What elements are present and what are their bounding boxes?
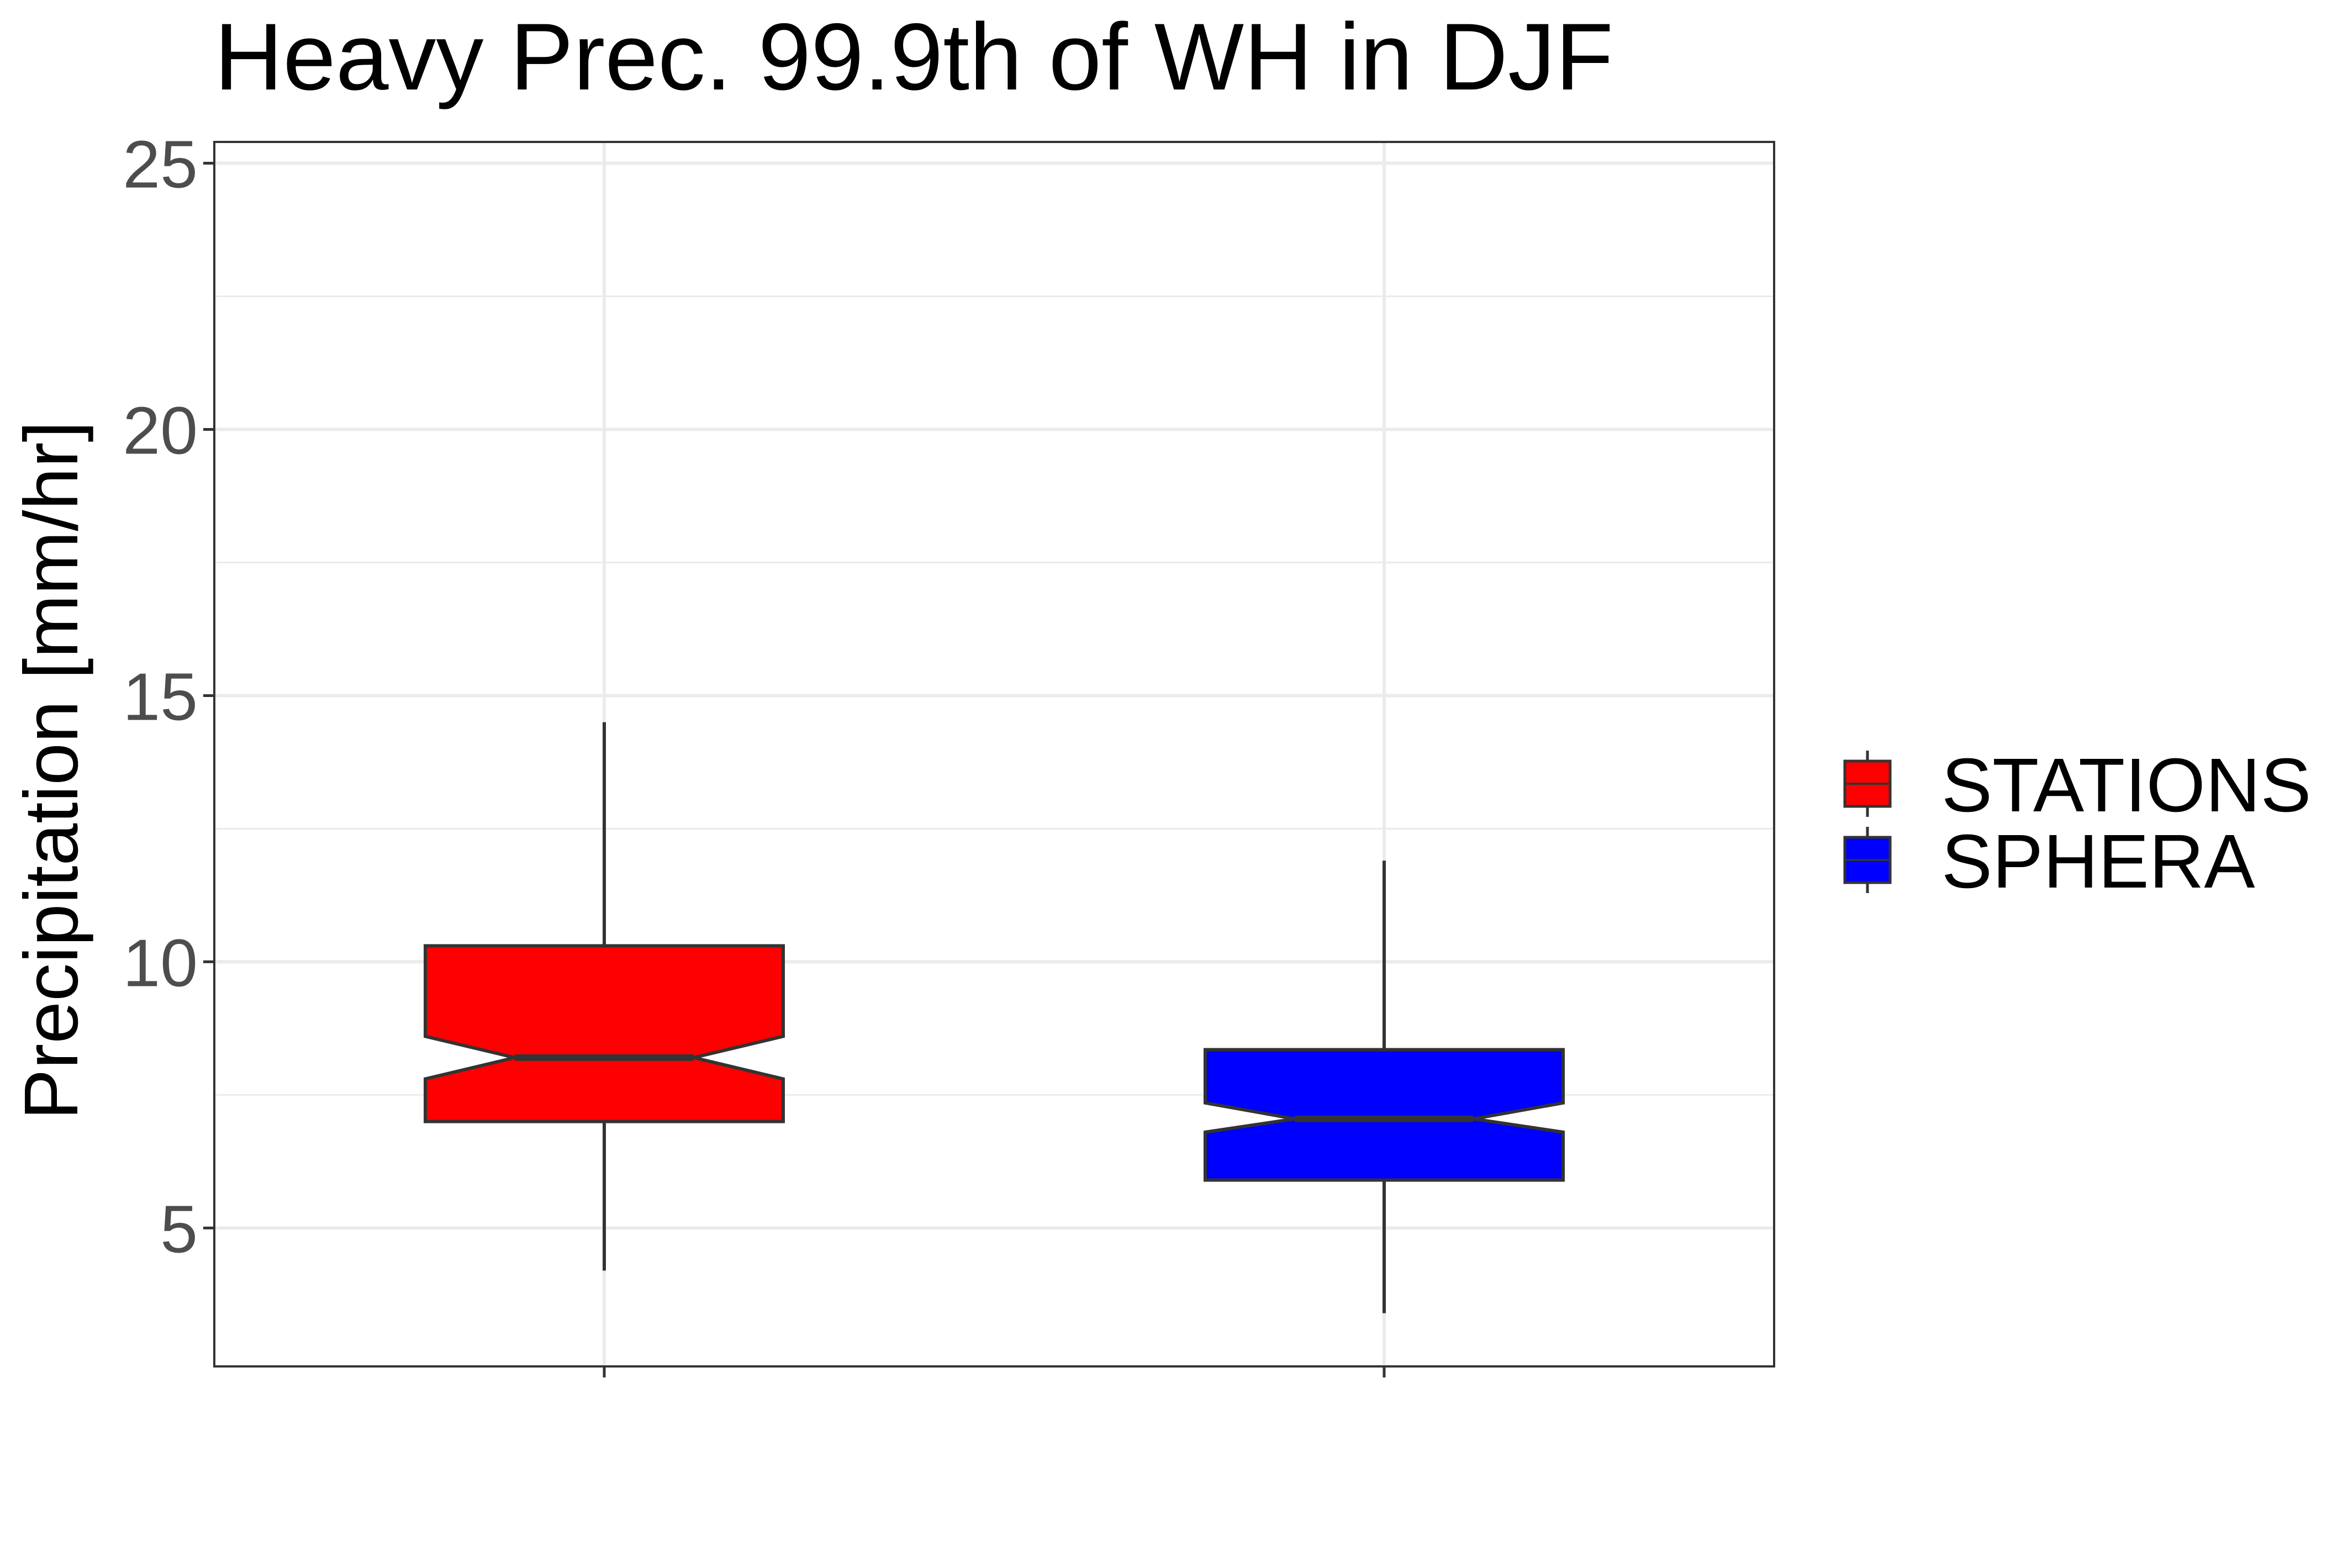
y-tick-label: 20 xyxy=(123,393,198,468)
y-tick-label: 5 xyxy=(160,1191,198,1266)
box-stations xyxy=(424,722,785,1271)
plot-border xyxy=(213,141,1775,1368)
y-axis-label: Precipitation [mm/hr] xyxy=(9,421,94,1120)
y-tick-label: 10 xyxy=(123,925,198,1000)
y-tick-label: 15 xyxy=(123,659,198,734)
chart-title: Heavy Prec. 99.9th of WH in DJF xyxy=(214,4,1613,110)
y-tick-label: 25 xyxy=(123,127,198,202)
plot-panel xyxy=(214,142,1774,1366)
legend-label: STATIONS xyxy=(1941,743,2312,828)
box-body xyxy=(1204,1048,1565,1182)
box-sphera xyxy=(1204,860,1565,1313)
legend-item-sphera: SPHERA xyxy=(1843,819,2255,904)
legend-label: SPHERA xyxy=(1941,819,2255,904)
box-body xyxy=(424,944,785,1123)
legend-item-stations: STATIONS xyxy=(1843,743,2312,828)
